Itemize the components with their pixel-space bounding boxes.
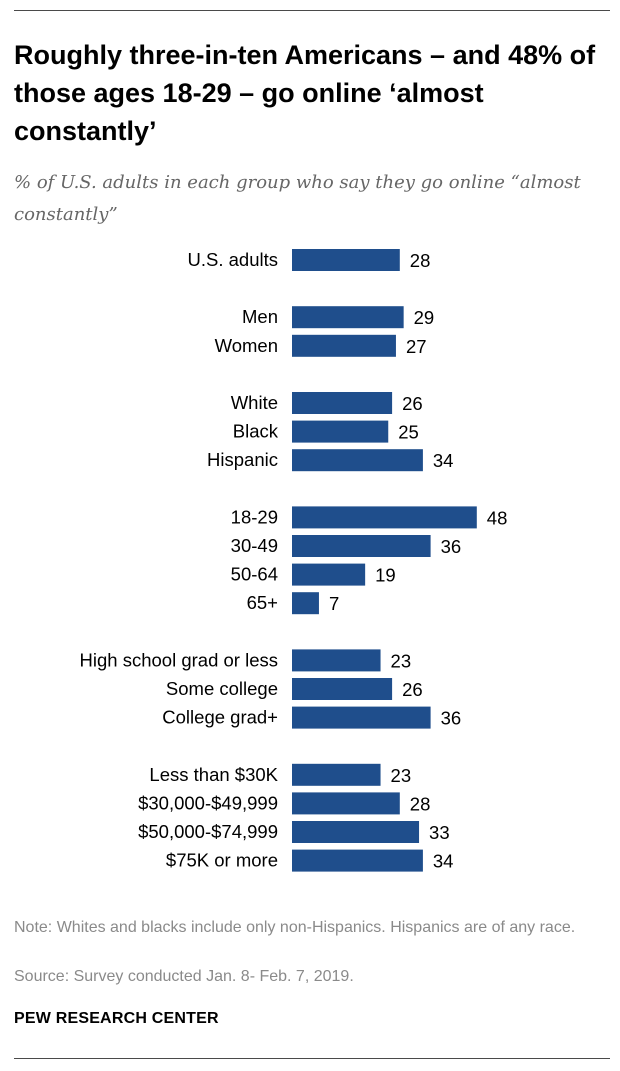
category-label-black: Black — [233, 421, 279, 442]
value-label-high-school-grad-or-less: 23 — [391, 650, 412, 671]
value-label-less-than-30k: 23 — [391, 765, 412, 786]
bottom-rule — [14, 1058, 610, 1059]
bar-hispanic — [292, 449, 423, 472]
bar-50-000-74-999 — [292, 821, 420, 843]
value-label-75k-or-more: 34 — [433, 851, 454, 872]
value-label-black: 25 — [398, 422, 419, 443]
category-label-hispanic: Hispanic — [207, 449, 278, 470]
value-label-u-s-adults: 28 — [410, 250, 431, 271]
bar-white — [292, 392, 393, 414]
category-label-u-s-adults: U.S. adults — [188, 249, 279, 270]
bar-black — [292, 420, 389, 443]
value-label-50-64: 19 — [375, 565, 396, 586]
bar-less-than-30k — [292, 763, 381, 786]
category-label-women: Women — [215, 335, 278, 356]
value-label-college-grad: 36 — [441, 708, 462, 729]
category-label-50-000-74-999: $50,000-$74,999 — [138, 821, 278, 842]
value-label-men: 29 — [414, 307, 435, 328]
value-label-hispanic: 34 — [433, 450, 454, 471]
value-label-white: 26 — [402, 393, 423, 414]
note-text: Note: Whites and blacks include only non… — [14, 919, 576, 936]
category-label-50-64: 50-64 — [231, 564, 278, 585]
value-label-18-29: 48 — [487, 507, 508, 528]
bar-some-college — [292, 678, 393, 700]
bar-u-s-adults — [292, 249, 400, 271]
bar-65 — [292, 592, 319, 615]
top-rule — [14, 10, 610, 11]
source-text: Source: Survey conducted Jan. 8- Feb. 7,… — [14, 968, 354, 985]
bar-women — [292, 334, 396, 357]
category-label-less-than-30k: Less than $30K — [149, 764, 278, 785]
category-label-18-29: 18-29 — [231, 506, 278, 527]
category-label-30-49: 30-49 — [231, 535, 278, 556]
chart-title: Roughly three-in-ten Americans – and 48%… — [14, 40, 596, 146]
bar-18-29 — [292, 506, 477, 529]
bar-50-64 — [292, 563, 366, 586]
category-label-some-college: Some college — [166, 678, 278, 699]
value-label-some-college: 26 — [402, 679, 423, 700]
bar-college-grad — [292, 706, 431, 729]
bar-chart: U.S. adults 28 Men 29 Women 27 White 26 Black 25 H… — [80, 249, 508, 872]
category-label-college-grad: College grad+ — [162, 707, 278, 728]
category-label-65: 65+ — [247, 592, 278, 613]
bar-high-school-grad-or-less — [292, 649, 381, 672]
category-label-30-000-49-999: $30,000-$49,999 — [138, 792, 278, 813]
category-label-75k-or-more: $75K or more — [166, 850, 278, 871]
pew-research-center-logo: PEW RESEARCH CENTER — [14, 1010, 219, 1027]
chart-subtitle: % of U.S. adults in each group who say t… — [14, 172, 581, 225]
bar-30-000-49-999 — [292, 792, 400, 815]
bar-30-49 — [292, 535, 431, 557]
value-label-women: 27 — [406, 336, 427, 357]
value-label-30-49: 36 — [441, 536, 462, 557]
category-label-high-school-grad-or-less: High school grad or less — [80, 649, 278, 670]
bar-men — [292, 306, 404, 329]
value-label-65: 7 — [329, 593, 339, 614]
category-label-men: Men — [242, 306, 278, 327]
category-label-white: White — [231, 392, 278, 413]
value-label-50-000-74-999: 33 — [429, 822, 450, 843]
value-label-30-000-49-999: 28 — [410, 793, 431, 814]
bar-75k-or-more — [292, 849, 423, 872]
